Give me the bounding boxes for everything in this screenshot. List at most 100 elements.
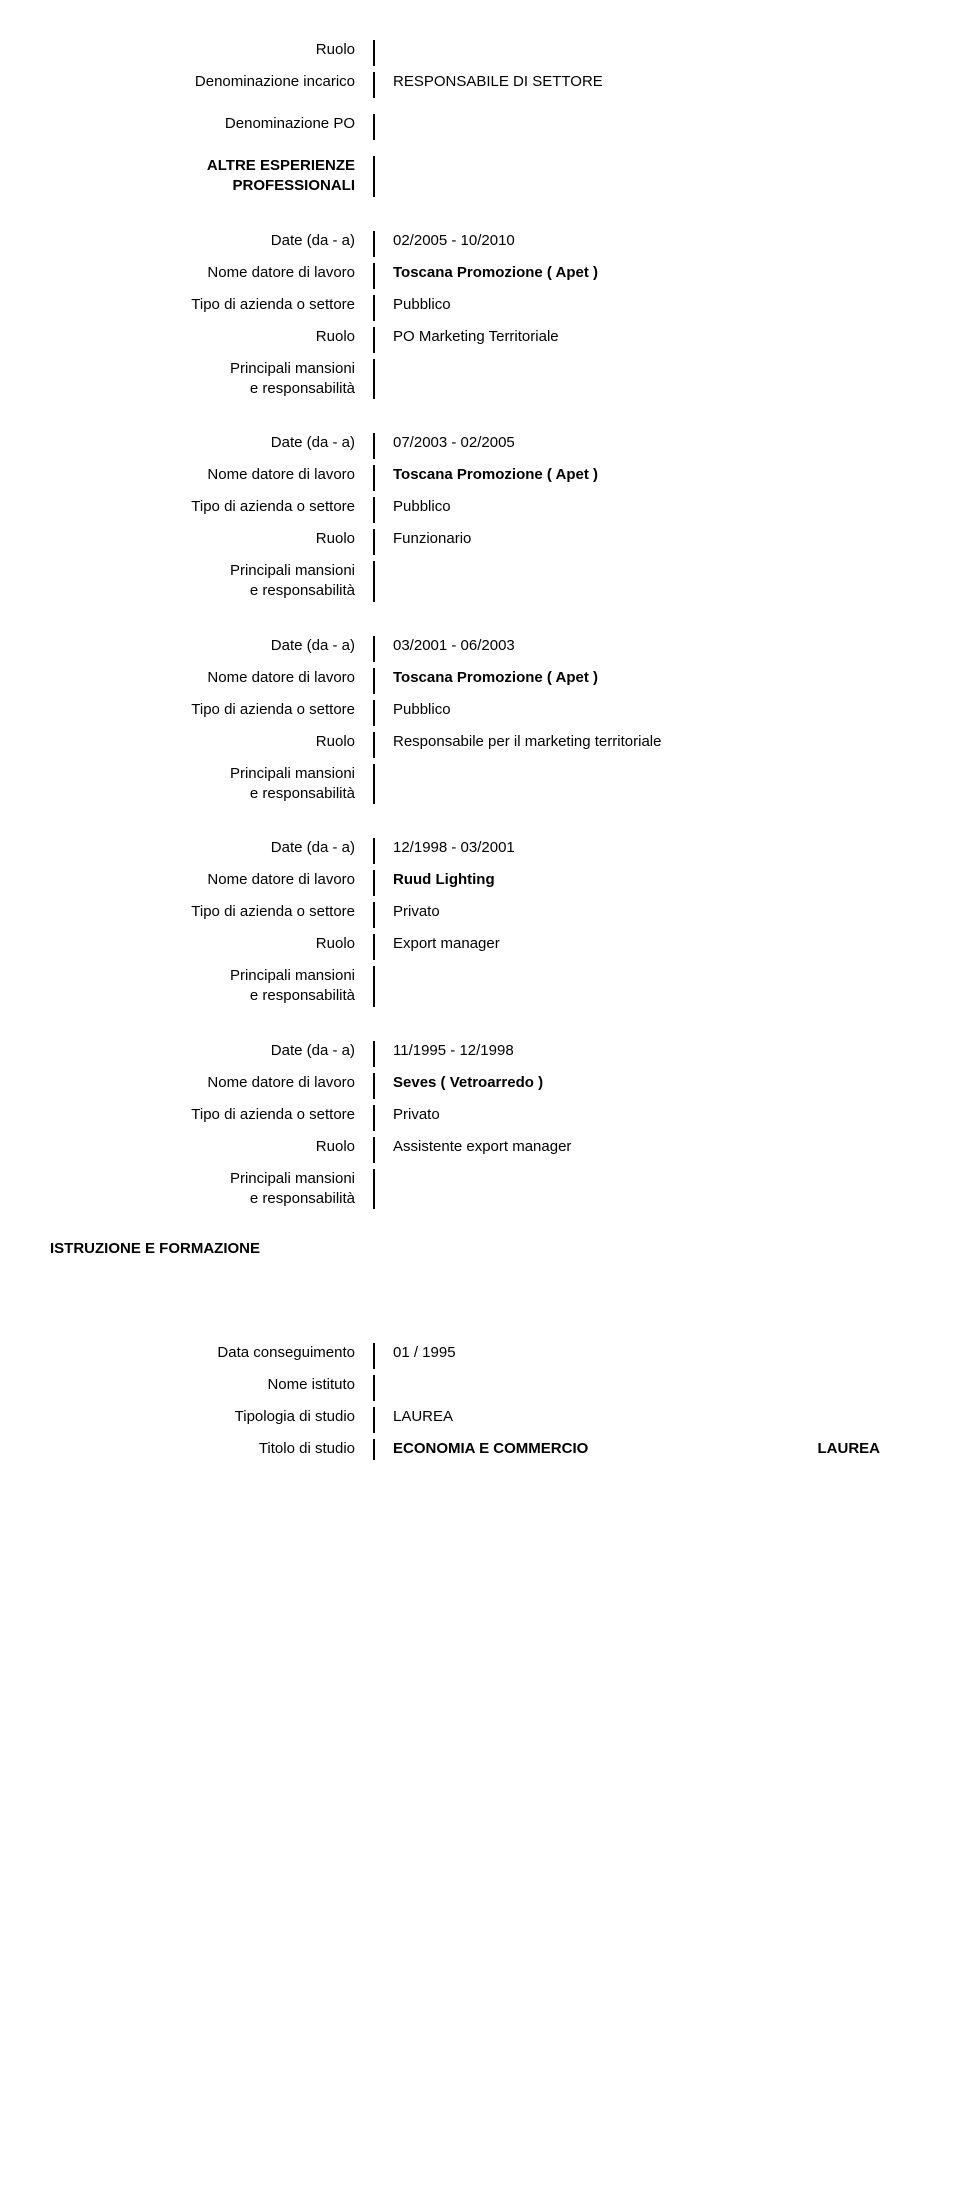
- exp0-ruolo: Ruolo PO Marketing Territoriale: [40, 327, 920, 353]
- edu-tipologia-value: LAUREA: [375, 1407, 920, 1433]
- exp1-datore-value: Toscana Promozione ( Apet ): [375, 465, 920, 491]
- exp1-ruolo: Ruolo Funzionario: [40, 529, 920, 555]
- exp3-datore: Nome datore di lavoro Ruud Lighting: [40, 870, 920, 896]
- exp1-mansioni: Principali mansioni e responsabilità: [40, 561, 920, 602]
- label-resp-4: e responsabilità: [40, 1189, 355, 1209]
- label-tipologia: Tipologia di studio: [40, 1407, 375, 1433]
- label-datore-3: Nome datore di lavoro: [40, 870, 375, 896]
- edu-tipologia: Tipologia di studio LAUREA: [40, 1407, 920, 1433]
- exp4-date: Date (da - a) 11/1995 - 12/1998: [40, 1041, 920, 1067]
- label-date: Date (da - a): [40, 231, 375, 257]
- heading-altre-esperienze-line1: ALTRE ESPERIENZE: [40, 156, 355, 176]
- exp2-datore: Nome datore di lavoro Toscana Promozione…: [40, 668, 920, 694]
- exp2-datore-value: Toscana Promozione ( Apet ): [375, 668, 920, 694]
- exp0-datore-value: Toscana Promozione ( Apet ): [375, 263, 920, 289]
- label-titolo: Titolo di studio: [40, 1439, 375, 1459]
- label-mansioni-3: Principali mansioni: [40, 966, 355, 986]
- exp4-tipo-value: Privato: [375, 1105, 920, 1131]
- row-denominazione-incarico: Denominazione incarico RESPONSABILE DI S…: [40, 72, 920, 98]
- edu-nome-istituto: Nome istituto: [40, 1375, 920, 1401]
- exp0-tipo: Tipo di azienda o settore Pubblico: [40, 295, 920, 321]
- label-date-1: Date (da - a): [40, 433, 375, 459]
- label-datore-2: Nome datore di lavoro: [40, 668, 375, 694]
- edu-data-value: 01 / 1995: [375, 1343, 920, 1369]
- exp4-datore: Nome datore di lavoro Seves ( Vetroarred…: [40, 1073, 920, 1099]
- exp3-ruolo-value: Export manager: [375, 934, 920, 960]
- label-responsabilita: e responsabilità: [40, 379, 355, 399]
- exp3-mansioni: Principali mansioni e responsabilità: [40, 966, 920, 1007]
- label-datore-4: Nome datore di lavoro: [40, 1073, 375, 1099]
- heading-altre-esperienze-line2: PROFESSIONALI: [40, 176, 355, 196]
- edu-titolo: Titolo di studio ECONOMIA E COMMERCIO LA…: [40, 1439, 920, 1465]
- label-ruolo-1: Ruolo: [40, 529, 375, 555]
- label-ruolo: Ruolo: [40, 40, 375, 66]
- exp4-ruolo-value: Assistente export manager: [375, 1137, 920, 1163]
- exp4-date-value: 11/1995 - 12/1998: [375, 1041, 920, 1067]
- exp2-ruolo: Ruolo Responsabile per il marketing terr…: [40, 732, 920, 758]
- exp1-date: Date (da - a) 07/2003 - 02/2005: [40, 433, 920, 459]
- label-date-4: Date (da - a): [40, 1041, 375, 1067]
- exp3-ruolo: Ruolo Export manager: [40, 934, 920, 960]
- label-resp-1: e responsabilità: [40, 581, 355, 601]
- label-datore: Nome datore di lavoro: [40, 263, 375, 289]
- exp3-date: Date (da - a) 12/1998 - 03/2001: [40, 838, 920, 864]
- exp1-tipo: Tipo di azienda o settore Pubblico: [40, 497, 920, 523]
- exp4-mansioni: Principali mansioni e responsabilità: [40, 1169, 920, 1210]
- label-mansioni-4: Principali mansioni: [40, 1169, 355, 1189]
- edu-titolo-value: ECONOMIA E COMMERCIO: [393, 1439, 818, 1459]
- exp0-ruolo-value: PO Marketing Territoriale: [375, 327, 920, 353]
- label-date-2: Date (da - a): [40, 636, 375, 662]
- exp0-date-value: 02/2005 - 10/2010: [375, 231, 920, 257]
- exp3-tipo: Tipo di azienda o settore Privato: [40, 902, 920, 928]
- value-denominazione-incarico: RESPONSABILE DI SETTORE: [375, 72, 920, 98]
- exp1-ruolo-value: Funzionario: [375, 529, 920, 555]
- exp0-date: Date (da - a) 02/2005 - 10/2010: [40, 231, 920, 257]
- exp2-date-value: 03/2001 - 06/2003: [375, 636, 920, 662]
- exp0-datore: Nome datore di lavoro Toscana Promozione…: [40, 263, 920, 289]
- row-denominazione-po: Denominazione PO: [40, 114, 920, 140]
- exp1-tipo-value: Pubblico: [375, 497, 920, 523]
- exp4-tipo: Tipo di azienda o settore Privato: [40, 1105, 920, 1131]
- label-data-conseguimento: Data conseguimento: [40, 1343, 375, 1369]
- label-resp-3: e responsabilità: [40, 986, 355, 1006]
- label-nome-istituto: Nome istituto: [40, 1375, 375, 1401]
- label-tipo-3: Tipo di azienda o settore: [40, 902, 375, 928]
- exp2-date: Date (da - a) 03/2001 - 06/2003: [40, 636, 920, 662]
- exp4-ruolo: Ruolo Assistente export manager: [40, 1137, 920, 1163]
- exp0-tipo-value: Pubblico: [375, 295, 920, 321]
- edu-data-conseguimento: Data conseguimento 01 / 1995: [40, 1343, 920, 1369]
- label-denominazione-po: Denominazione PO: [40, 114, 375, 140]
- value-ruolo-top: [375, 40, 920, 66]
- label-tipo-1: Tipo di azienda o settore: [40, 497, 375, 523]
- label-tipo: Tipo di azienda o settore: [40, 295, 375, 321]
- cv-page: Ruolo Denominazione incarico RESPONSABIL…: [0, 0, 960, 1531]
- label-mansioni-1: Principali mansioni: [40, 561, 355, 581]
- exp3-tipo-value: Privato: [375, 902, 920, 928]
- label-mansioni: Principali mansioni: [40, 359, 355, 379]
- label-ruolo-4: Ruolo: [40, 1137, 375, 1163]
- value-denominazione-po: [375, 114, 920, 140]
- exp1-date-value: 07/2003 - 02/2005: [375, 433, 920, 459]
- label-tipo-4: Tipo di azienda o settore: [40, 1105, 375, 1131]
- edu-titolo-extra: LAUREA: [818, 1439, 921, 1459]
- exp3-datore-value: Ruud Lighting: [375, 870, 920, 896]
- exp1-datore: Nome datore di lavoro Toscana Promozione…: [40, 465, 920, 491]
- heading-istruzione: ISTRUZIONE E FORMAZIONE: [50, 1239, 920, 1259]
- label-datore-1: Nome datore di lavoro: [40, 465, 375, 491]
- row-ruolo-top: Ruolo: [40, 40, 920, 66]
- exp2-mansioni: Principali mansioni e responsabilità: [40, 764, 920, 805]
- exp3-date-value: 12/1998 - 03/2001: [375, 838, 920, 864]
- exp0-mansioni: Principali mansioni e responsabilità: [40, 359, 920, 400]
- exp2-tipo-value: Pubblico: [375, 700, 920, 726]
- exp2-ruolo-value: Responsabile per il marketing territoria…: [375, 732, 920, 758]
- label-denominazione-incarico: Denominazione incarico: [40, 72, 375, 98]
- label-ruolo-3: Ruolo: [40, 934, 375, 960]
- label-mansioni-2: Principali mansioni: [40, 764, 355, 784]
- label-tipo-2: Tipo di azienda o settore: [40, 700, 375, 726]
- exp2-tipo: Tipo di azienda o settore Pubblico: [40, 700, 920, 726]
- label-ruolo-exp: Ruolo: [40, 327, 375, 353]
- label-resp-2: e responsabilità: [40, 784, 355, 804]
- heading-altre-esperienze: ALTRE ESPERIENZE PROFESSIONALI: [40, 156, 920, 197]
- exp4-datore-value: Seves ( Vetroarredo ): [375, 1073, 920, 1099]
- label-date-3: Date (da - a): [40, 838, 375, 864]
